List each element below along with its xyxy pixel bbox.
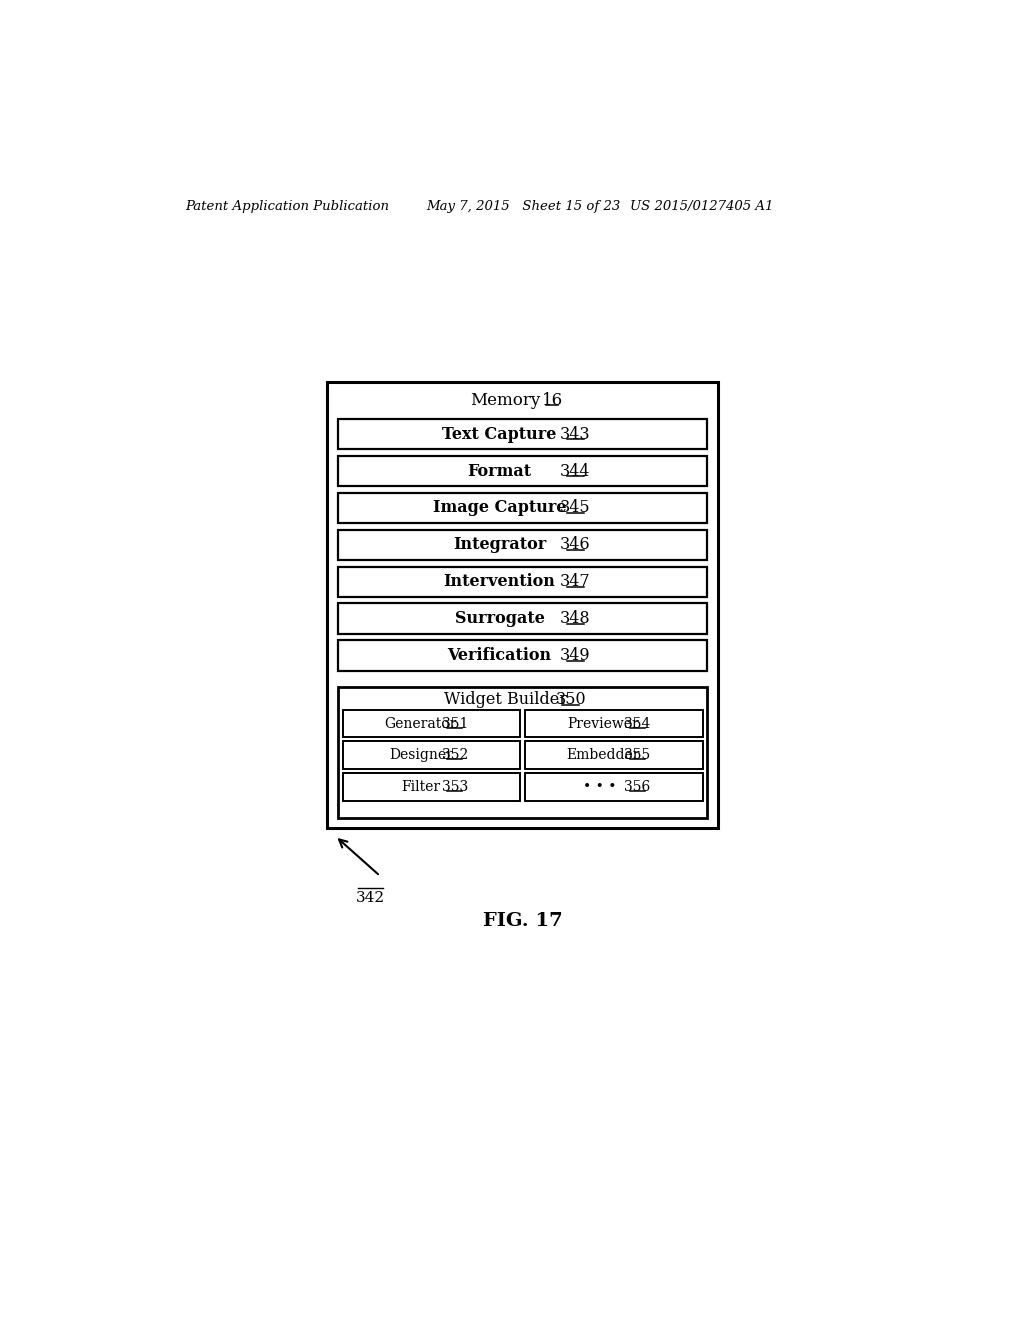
Bar — [525, 742, 702, 770]
Text: Embedder: Embedder — [566, 748, 639, 762]
Bar — [525, 774, 702, 800]
Text: Verification: Verification — [447, 647, 551, 664]
Text: 16: 16 — [541, 392, 562, 409]
Text: 346: 346 — [559, 536, 590, 553]
Text: Intervention: Intervention — [443, 573, 555, 590]
Text: Previewer: Previewer — [567, 717, 638, 730]
Bar — [338, 566, 706, 598]
Text: 343: 343 — [559, 425, 590, 442]
Bar — [338, 640, 706, 671]
Text: Patent Application Publication: Patent Application Publication — [185, 199, 389, 213]
Text: 354: 354 — [624, 717, 650, 730]
Text: Image Capture: Image Capture — [432, 499, 566, 516]
Bar — [338, 686, 706, 817]
Text: Generator: Generator — [384, 717, 457, 730]
Bar — [342, 774, 520, 800]
Text: 350: 350 — [555, 692, 586, 709]
Bar — [338, 455, 706, 487]
Text: 347: 347 — [559, 573, 590, 590]
Text: Widget Builder: Widget Builder — [443, 692, 567, 709]
Text: May 7, 2015   Sheet 15 of 23: May 7, 2015 Sheet 15 of 23 — [426, 199, 620, 213]
Text: Filter: Filter — [400, 780, 440, 793]
Text: US 2015/0127405 A1: US 2015/0127405 A1 — [629, 199, 772, 213]
Text: 344: 344 — [559, 462, 590, 479]
Text: 352: 352 — [441, 748, 468, 762]
Text: Surrogate: Surrogate — [454, 610, 544, 627]
Text: 342: 342 — [356, 891, 385, 904]
Text: Integrator: Integrator — [452, 536, 545, 553]
Bar — [338, 492, 706, 524]
Bar — [342, 710, 520, 738]
Bar — [342, 742, 520, 770]
Text: Memory: Memory — [470, 392, 540, 409]
Bar — [327, 381, 717, 829]
Bar — [338, 418, 706, 449]
Text: 351: 351 — [441, 717, 468, 730]
Text: 349: 349 — [559, 647, 590, 664]
Bar — [338, 529, 706, 561]
Text: 356: 356 — [624, 780, 649, 793]
Text: 353: 353 — [441, 780, 468, 793]
Bar — [338, 603, 706, 635]
Text: • • •: • • • — [583, 780, 616, 793]
Text: Designer: Designer — [388, 748, 452, 762]
Text: 355: 355 — [624, 748, 649, 762]
Text: Format: Format — [467, 462, 531, 479]
Text: 345: 345 — [559, 499, 590, 516]
Text: FIG. 17: FIG. 17 — [482, 912, 562, 929]
Text: Text Capture: Text Capture — [442, 425, 556, 442]
Bar — [525, 710, 702, 738]
Text: 348: 348 — [559, 610, 590, 627]
